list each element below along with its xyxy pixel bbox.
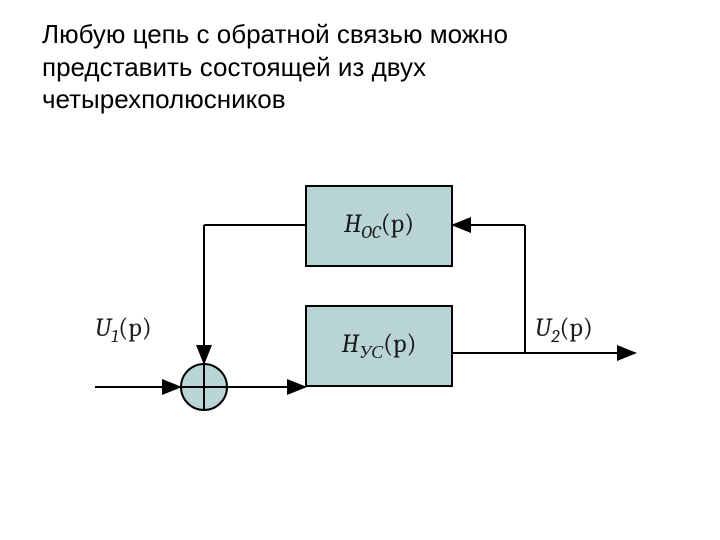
feedback-block-oc: HOC(p) bbox=[305, 185, 453, 267]
yc-sub: УС bbox=[359, 342, 383, 363]
page-title: Любую цепь с обратной связью можно предс… bbox=[42, 18, 508, 116]
input-symbol: U bbox=[95, 313, 111, 343]
yc-label: HУС(p) bbox=[341, 329, 416, 363]
oc-label: HOC(p) bbox=[344, 209, 414, 243]
yc-arg: (p) bbox=[383, 329, 416, 359]
oc-sub: OC bbox=[361, 222, 380, 243]
input-arg: (p) bbox=[118, 313, 151, 343]
output-symbol: U bbox=[535, 313, 551, 343]
output-label: U2(p) bbox=[535, 313, 593, 347]
title-line-2: представить состоящей из двух bbox=[42, 51, 508, 84]
feedback-diagram: U1(p) U2(p) HOC(p) HУС(p) bbox=[95, 185, 635, 445]
oc-symbol: H bbox=[344, 209, 362, 239]
summing-junction bbox=[180, 363, 228, 411]
title-line-3: четырехполюсников bbox=[42, 83, 508, 116]
yc-symbol: H bbox=[341, 329, 359, 359]
forward-block-yc: HУС(p) bbox=[305, 305, 453, 387]
oc-arg: (p) bbox=[381, 209, 414, 239]
input-label: U1(p) bbox=[95, 313, 152, 347]
title-line-1: Любую цепь с обратной связью можно bbox=[42, 18, 508, 51]
output-arg: (p) bbox=[559, 313, 592, 343]
